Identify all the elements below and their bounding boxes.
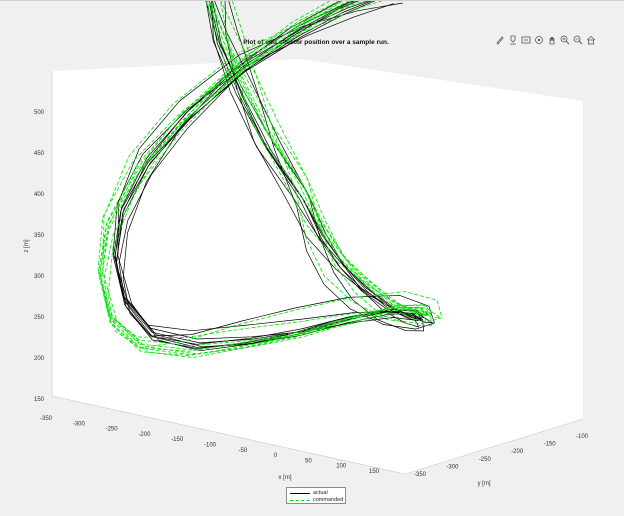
- y-tick-label: -300: [446, 464, 459, 470]
- legend-swatch-commanded: [290, 499, 310, 501]
- series-line-commanded: [102, 1, 441, 358]
- outer-fill: [52, 59, 583, 474]
- x-tick-label: -300: [73, 421, 86, 427]
- x-tick-label: -250: [106, 427, 119, 433]
- chart-title: Plot of end effector position over a sam…: [243, 39, 389, 46]
- brush-icon[interactable]: [494, 35, 505, 46]
- y-tick-labels: -350 -300 -250 -200 -150 -100: [414, 434, 589, 478]
- x-tick-label: 50: [305, 458, 312, 464]
- z-tick-label: 200: [34, 356, 45, 362]
- x-tick-label: 150: [369, 469, 380, 475]
- zoom-out-icon[interactable]: [572, 35, 583, 46]
- y-tick-label: -250: [479, 457, 492, 463]
- y-tick-label: -100: [576, 434, 589, 440]
- legend-label-commanded: commanded: [313, 497, 344, 503]
- data-tip-icon[interactable]: [507, 35, 518, 46]
- z-axis-label: z [m]: [24, 239, 30, 252]
- axes-box: [51, 59, 584, 475]
- legend[interactable]: actual commanded: [286, 487, 346, 504]
- x-tick-labels: -350 -300 -250 -200 -150 -100 -50 0 50 100 150: [40, 416, 380, 475]
- z-tick-label: 500: [34, 110, 45, 116]
- y-tick-label: -200: [511, 449, 524, 455]
- series-line-actual: [117, 1, 433, 352]
- y-axis-line: [404, 418, 584, 475]
- zoom-in-icon[interactable]: [559, 35, 570, 46]
- x-tick-label: 100: [336, 464, 347, 470]
- link-icon[interactable]: [520, 35, 531, 46]
- series-line-commanded: [97, 1, 430, 355]
- x-axis-line: [51, 395, 406, 475]
- z-tick-label: 300: [34, 274, 45, 280]
- x-tick-label: -50: [238, 448, 247, 454]
- z-tick-label: 350: [34, 233, 45, 239]
- z-tick-label: 450: [34, 151, 45, 157]
- series-line-actual: [116, 1, 425, 349]
- axes-toolbar: [494, 33, 596, 47]
- series-layer: [97, 1, 443, 358]
- y-tick-label: -150: [544, 442, 557, 448]
- rotate-icon[interactable]: [533, 35, 544, 46]
- legend-entry-actual: actual: [290, 490, 328, 497]
- pan-icon[interactable]: [546, 35, 557, 46]
- series-line-commanded: [103, 1, 432, 338]
- home-icon[interactable]: [585, 35, 596, 46]
- y-tick-label: -350: [414, 472, 427, 478]
- z-tick-label: 250: [34, 315, 45, 321]
- x-tick-label: -350: [40, 416, 53, 422]
- series-line-actual: [122, 1, 435, 337]
- z-tick-label: 400: [34, 192, 45, 198]
- series-line-commanded: [98, 1, 427, 351]
- legend-label-actual: actual: [313, 490, 328, 496]
- legend-entry-commanded: commanded: [290, 497, 343, 504]
- x-tick-label: -100: [204, 443, 217, 449]
- series-line-commanded: [99, 1, 427, 347]
- series-line-actual: [113, 1, 419, 344]
- series-line-actual: [118, 1, 425, 332]
- series-line-commanded: [100, 1, 430, 352]
- x-tick-label: -150: [171, 437, 184, 443]
- z-tick-label: 150: [34, 397, 45, 403]
- z-tick-labels: 150 200 250 300 350 400 450 500: [34, 110, 45, 403]
- x-tick-label: 0: [274, 453, 278, 459]
- x-axis-label: x [m]: [279, 475, 292, 481]
- y-axis-label: y [m]: [478, 481, 491, 487]
- x-tick-label: -200: [138, 432, 151, 438]
- legend-swatch-actual: [290, 492, 310, 494]
- series-line-commanded: [101, 1, 433, 356]
